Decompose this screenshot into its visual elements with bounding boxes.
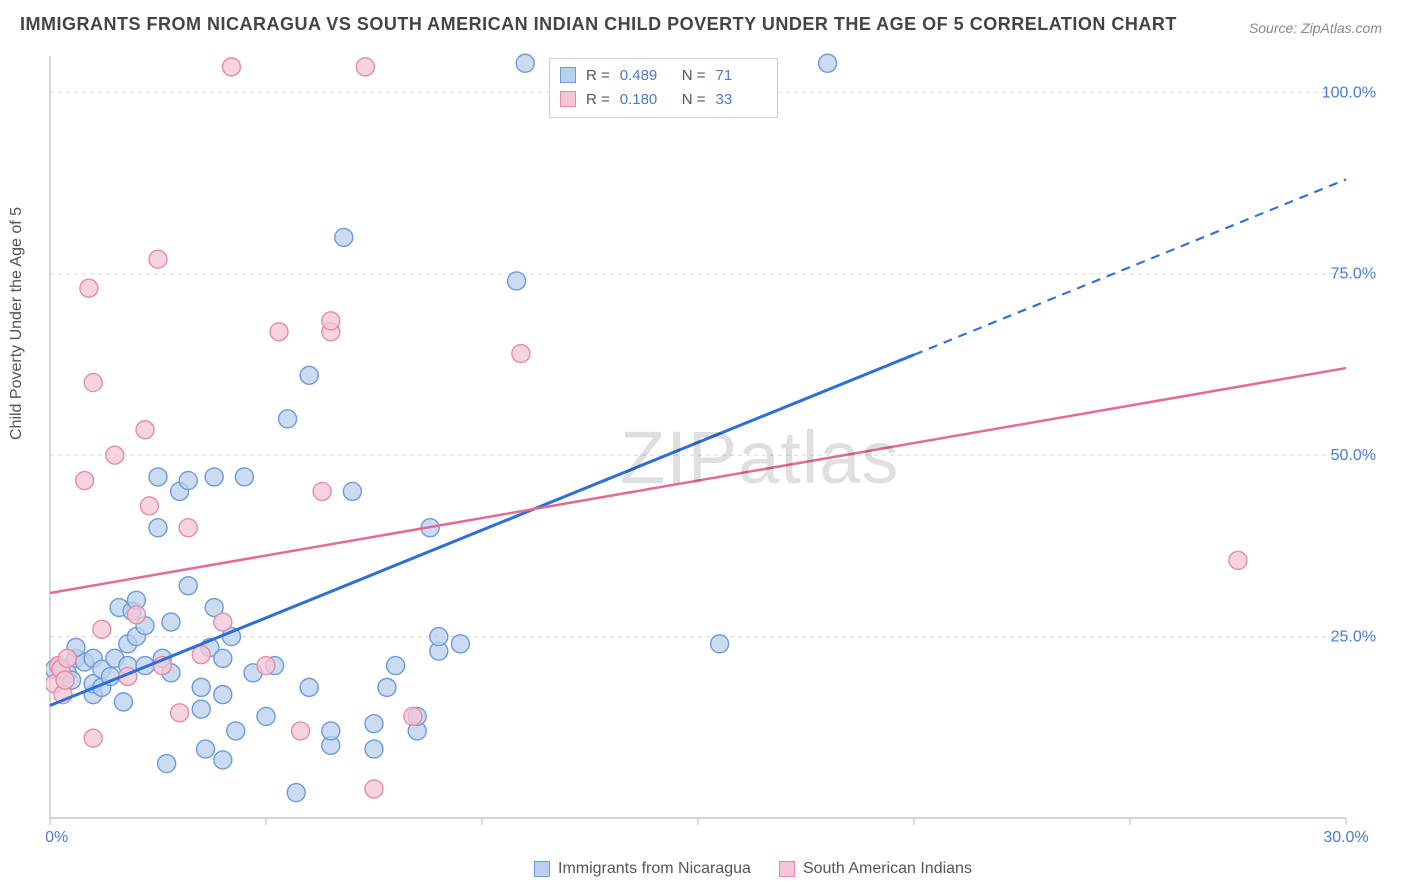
- data-point: [162, 613, 180, 631]
- data-point: [227, 722, 245, 740]
- data-point: [84, 374, 102, 392]
- data-point: [179, 519, 197, 537]
- data-point: [335, 228, 353, 246]
- legend-r-value: 0.180: [620, 91, 672, 108]
- series-legend-item: Immigrants from Nicaragua: [534, 860, 751, 878]
- data-point: [197, 740, 215, 758]
- legend-n-label: N =: [682, 67, 706, 84]
- data-point: [322, 312, 340, 330]
- data-point: [378, 678, 396, 696]
- data-point: [149, 519, 167, 537]
- data-point: [365, 780, 383, 798]
- data-point: [84, 729, 102, 747]
- correlation-legend: R = 0.489 N = 71 R = 0.180 N = 33: [549, 58, 779, 118]
- data-point: [516, 54, 534, 72]
- scatter-chart: 25.0% 50.0% 75.0% 100.0% 0.0% 30.0%: [46, 52, 1382, 842]
- data-point: [235, 468, 253, 486]
- data-point: [404, 707, 422, 725]
- data-point: [149, 468, 167, 486]
- data-point: [508, 272, 526, 290]
- data-point: [451, 635, 469, 653]
- data-point: [222, 58, 240, 76]
- y-tick-label: 100.0%: [1322, 84, 1376, 101]
- legend-swatch: [560, 67, 576, 83]
- data-point: [192, 700, 210, 718]
- data-point: [158, 755, 176, 773]
- legend-swatch: [534, 861, 550, 877]
- legend-swatch: [779, 861, 795, 877]
- data-point: [76, 472, 94, 490]
- data-point: [127, 606, 145, 624]
- data-point: [387, 657, 405, 675]
- data-point: [300, 366, 318, 384]
- data-point: [365, 740, 383, 758]
- data-point: [512, 345, 530, 363]
- data-point: [205, 468, 223, 486]
- data-point: [140, 497, 158, 515]
- data-point: [149, 250, 167, 268]
- data-point: [214, 686, 232, 704]
- legend-r-label: R =: [586, 67, 610, 84]
- data-point: [58, 649, 76, 667]
- data-point: [430, 628, 448, 646]
- data-point: [192, 646, 210, 664]
- y-tick-label: 50.0%: [1331, 447, 1376, 464]
- x-tick-label: 0.0%: [46, 829, 68, 842]
- data-point: [56, 671, 74, 689]
- data-point: [322, 722, 340, 740]
- data-point: [80, 279, 98, 297]
- legend-n-label: N =: [682, 91, 706, 108]
- data-point: [114, 693, 132, 711]
- data-point: [257, 707, 275, 725]
- data-point: [356, 58, 374, 76]
- legend-r-label: R =: [586, 91, 610, 108]
- series-legend-label: Immigrants from Nicaragua: [558, 860, 751, 878]
- data-point: [214, 613, 232, 631]
- y-tick-label: 25.0%: [1331, 629, 1376, 646]
- data-point: [365, 715, 383, 733]
- data-point: [106, 446, 124, 464]
- data-point: [1229, 551, 1247, 569]
- data-point: [279, 410, 297, 428]
- data-point: [292, 722, 310, 740]
- data-point: [819, 54, 837, 72]
- data-point: [214, 649, 232, 667]
- series-legend: Immigrants from Nicaragua South American …: [534, 860, 972, 878]
- legend-n-value: 71: [715, 67, 767, 84]
- data-point: [214, 751, 232, 769]
- data-point: [179, 472, 197, 490]
- source-label: Source: ZipAtlas.com: [1249, 20, 1382, 36]
- legend-row: R = 0.489 N = 71: [560, 63, 768, 87]
- data-point: [192, 678, 210, 696]
- data-point: [257, 657, 275, 675]
- data-point: [93, 620, 111, 638]
- data-point: [270, 323, 288, 341]
- data-point: [300, 678, 318, 696]
- data-point: [136, 421, 154, 439]
- legend-n-value: 33: [715, 91, 767, 108]
- series-legend-label: South American Indians: [803, 860, 972, 878]
- y-tick-label: 75.0%: [1331, 266, 1376, 283]
- data-point: [179, 577, 197, 595]
- legend-row: R = 0.180 N = 33: [560, 87, 768, 111]
- series-legend-item: South American Indians: [779, 860, 972, 878]
- data-point: [711, 635, 729, 653]
- data-point: [171, 704, 189, 722]
- data-point: [313, 482, 331, 500]
- x-tick-label: 30.0%: [1323, 829, 1368, 842]
- plot-area: 25.0% 50.0% 75.0% 100.0% 0.0% 30.0%: [46, 52, 1382, 842]
- legend-r-value: 0.489: [620, 67, 672, 84]
- y-axis-label: Child Poverty Under the Age of 5: [8, 207, 26, 440]
- data-point: [343, 482, 361, 500]
- legend-swatch: [560, 91, 576, 107]
- chart-title: IMMIGRANTS FROM NICARAGUA VS SOUTH AMERI…: [20, 14, 1177, 35]
- data-point: [287, 784, 305, 802]
